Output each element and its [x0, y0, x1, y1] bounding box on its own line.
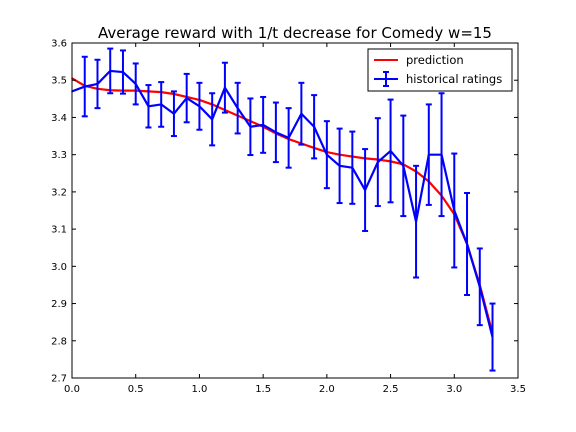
y-tick-label: 3.1 [51, 225, 67, 236]
y-tick-label: 3.0 [51, 262, 67, 273]
y-tick-label: 3.3 [51, 150, 67, 161]
legend-entry: historical ratings [374, 71, 502, 87]
x-tick-label: 2.5 [383, 384, 399, 395]
y-tick-label: 2.8 [51, 336, 67, 347]
data-point [440, 153, 443, 156]
data-point [377, 161, 379, 163]
plot-area: 0.0 0.5 1.0 1.5 2.0 2.5 3.0 3.5 2.7 2.8 2.9 3.0 3.1 3… [51, 39, 526, 396]
data-point [275, 131, 277, 134]
plot-frame [71, 42, 519, 379]
data-point [338, 165, 341, 167]
data-point [134, 83, 137, 85]
data-point [389, 150, 392, 152]
data-point [211, 118, 213, 121]
data-point [313, 125, 315, 128]
data-point [224, 86, 226, 89]
data-point [326, 153, 328, 156]
y-tick-label: 3.5 [51, 76, 67, 87]
data-point [198, 105, 201, 108]
data-point [428, 153, 430, 156]
data-point [122, 71, 124, 73]
series-line [71, 69, 494, 338]
series-historical-ratings [71, 47, 496, 372]
y-tick-label: 3.2 [51, 187, 67, 198]
x-tick-label: 0.5 [128, 384, 144, 395]
data-point [160, 103, 162, 106]
legend-label: historical ratings [406, 72, 502, 86]
data-point [147, 105, 150, 108]
data-point [109, 70, 112, 72]
data-point [478, 286, 481, 288]
x-tick-label: 3.5 [510, 384, 526, 395]
data-point [491, 336, 494, 338]
legend-entry: prediction [374, 53, 464, 67]
data-point [415, 220, 417, 223]
x-tick-label: 0.0 [64, 384, 80, 395]
data-point [96, 83, 99, 85]
data-point [185, 97, 188, 99]
x-tick-label: 1.5 [255, 384, 271, 395]
data-point [364, 189, 366, 191]
legend: prediction historical ratings [367, 48, 513, 92]
chart-title: Average reward with 1/t decrease for Com… [98, 24, 492, 42]
data-point [402, 165, 405, 167]
data-point [466, 243, 468, 245]
x-tick-label: 2.0 [319, 384, 335, 395]
data-point [83, 85, 86, 88]
data-point [249, 125, 252, 128]
x-tick-label: 3.0 [446, 384, 462, 395]
data-point [173, 112, 175, 115]
data-point [453, 209, 456, 212]
y-tick-label: 2.7 [51, 374, 67, 385]
x-tick-label: 1.0 [191, 384, 207, 395]
y-tick-label: 3.4 [51, 113, 67, 124]
data-point [262, 124, 264, 126]
y-tick-label: 3.6 [51, 39, 67, 50]
data-point [300, 112, 303, 115]
legend-frame [367, 48, 513, 92]
legend-label: prediction [406, 53, 464, 67]
data-point [351, 166, 354, 169]
y-tick-label: 2.9 [51, 299, 67, 310]
data-point [287, 137, 290, 139]
data-point [236, 107, 239, 109]
